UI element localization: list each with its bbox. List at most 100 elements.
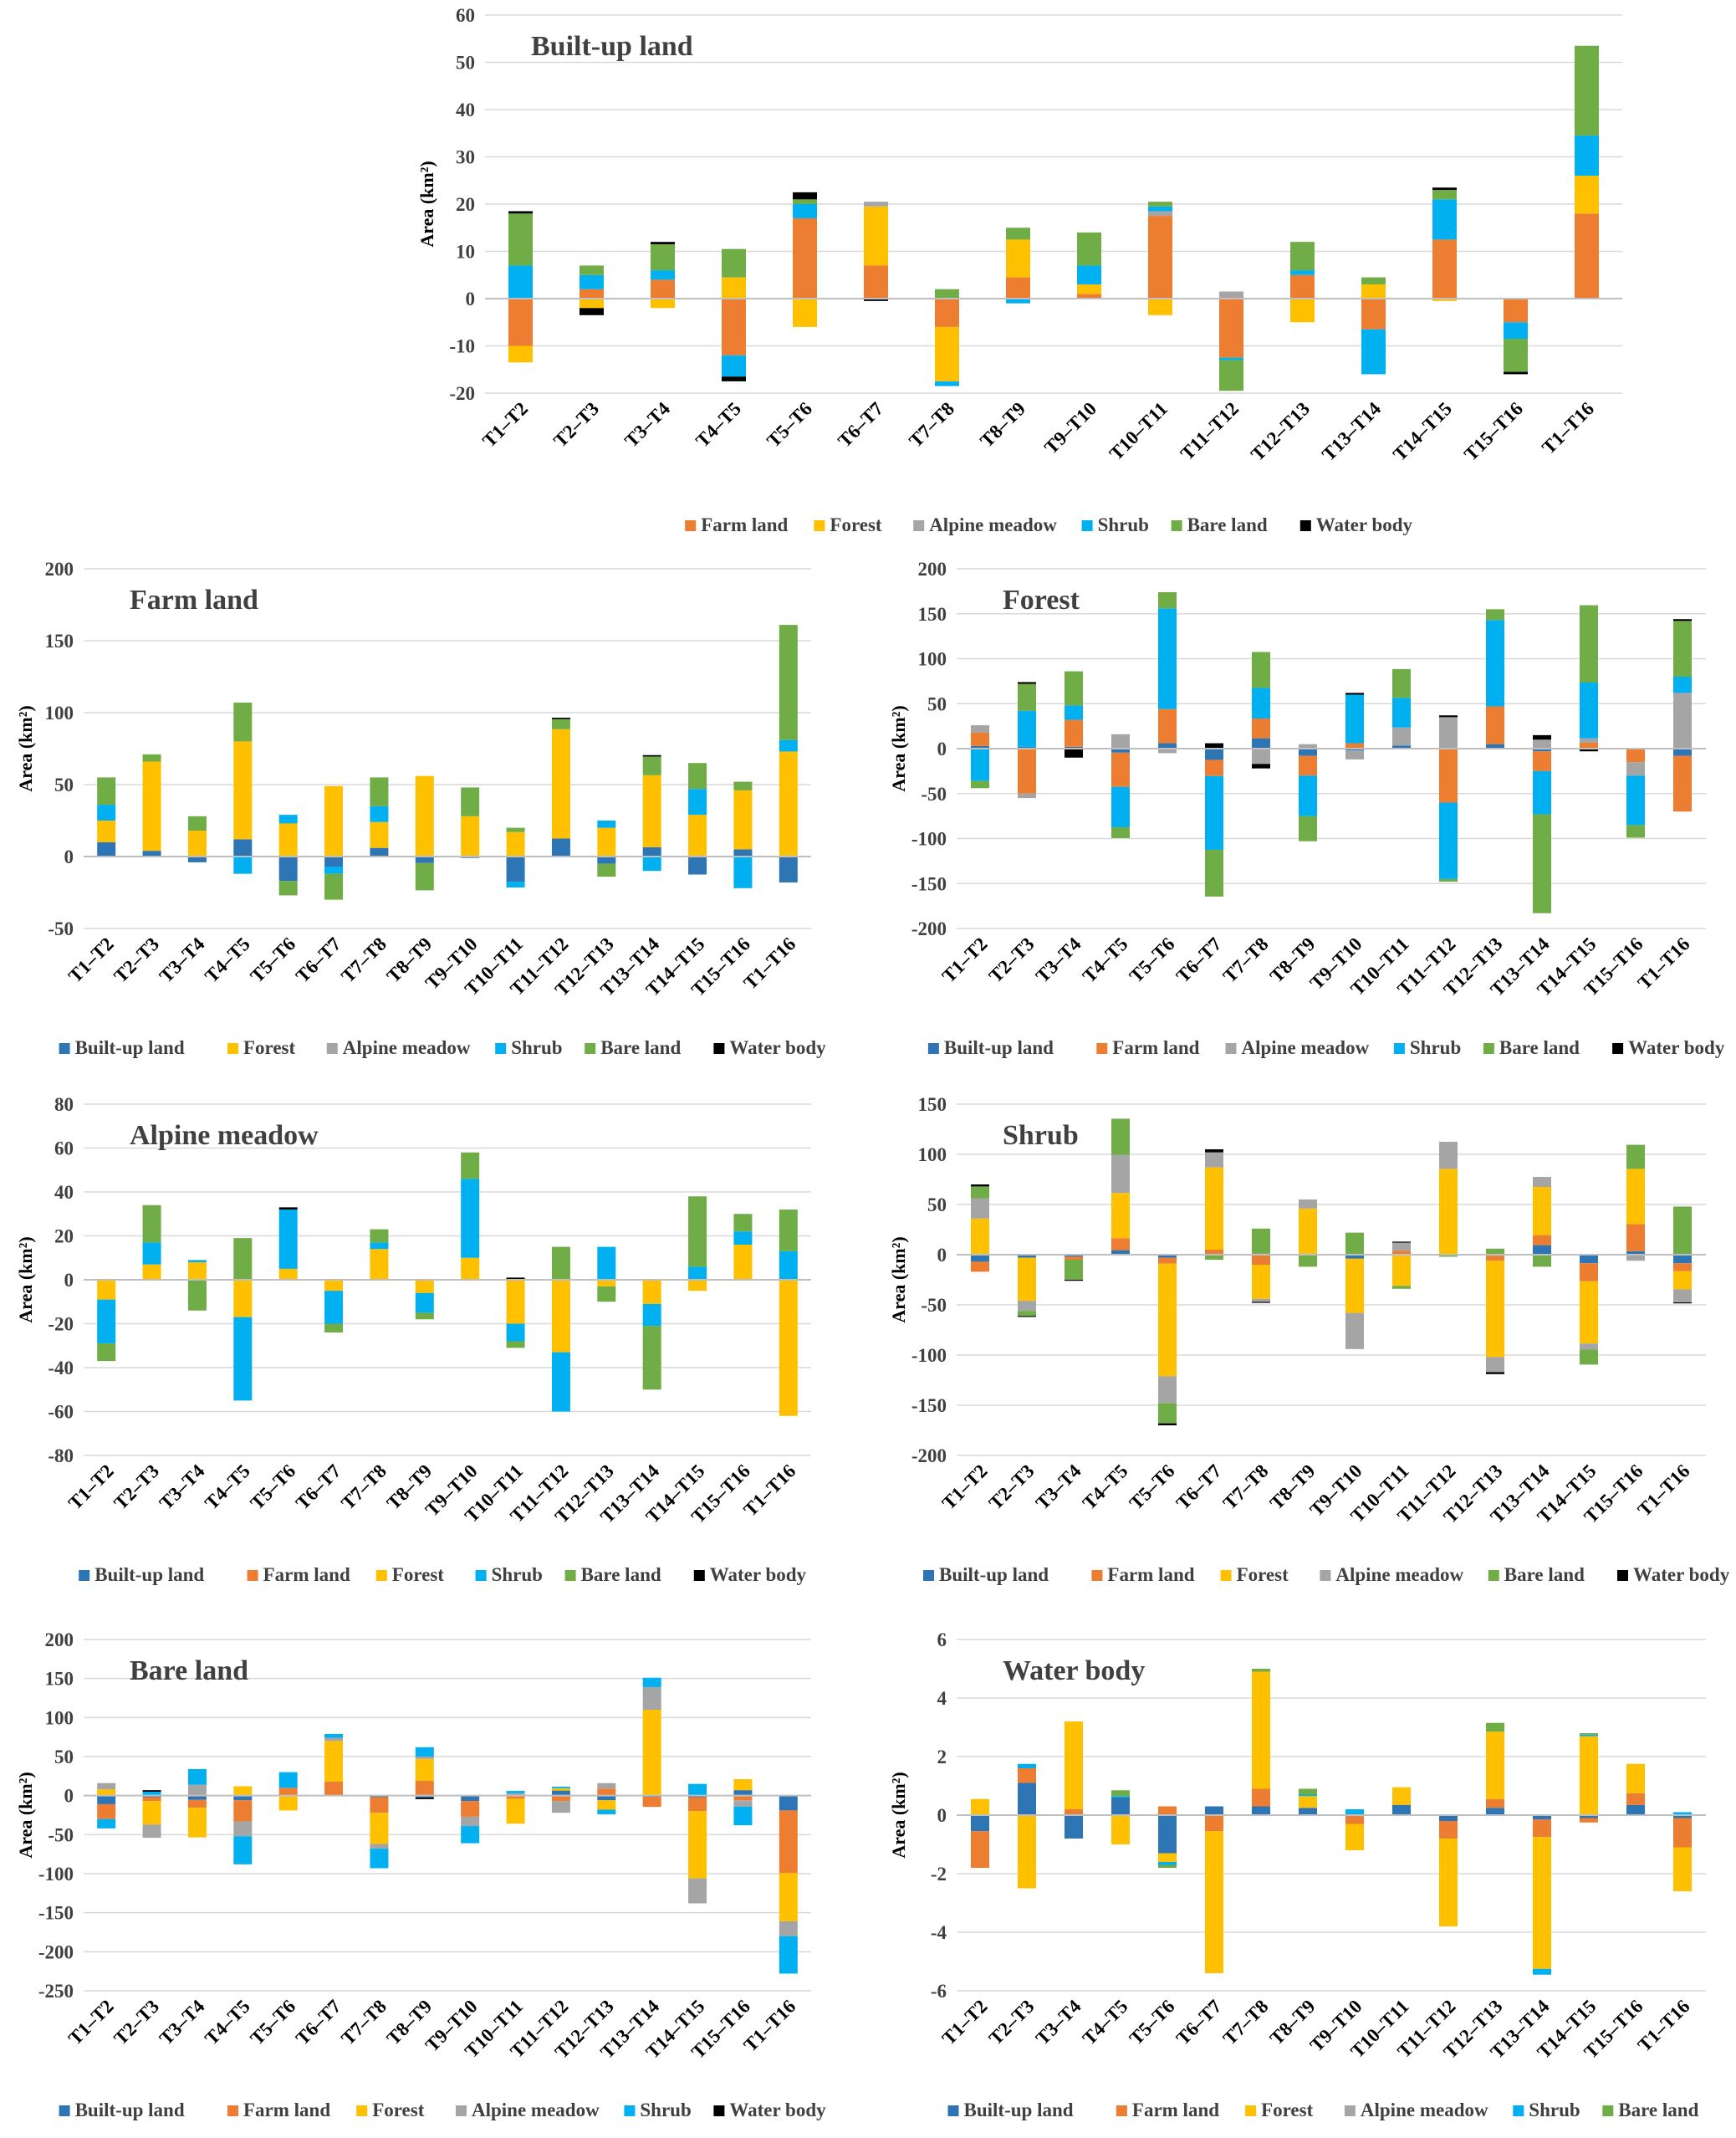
bar-segment-alpine-meadow-t8-t9 (1299, 744, 1317, 749)
bar-segment-forest-t14-t15 (688, 1280, 707, 1291)
legend-swatch-water-body (713, 2105, 725, 2116)
bar-segment-water-body-t6-t7 (864, 299, 888, 301)
bar-segment-forest-t4-t5 (722, 277, 746, 299)
bar-segment-forest-t12-t13 (1290, 299, 1315, 323)
bar-segment-built-up-land-t2-t3 (142, 851, 161, 857)
bar-segment-alpine-meadow-t7-t8 (1252, 749, 1270, 765)
bar-segment-shrub-t8-t9 (1299, 1794, 1317, 1797)
bar-segment-alpine-meadow-t10-t11 (1148, 211, 1172, 217)
bar-segment-water-body-t5-t6 (1158, 1423, 1177, 1425)
legend-label-forest: Forest (243, 1037, 296, 1058)
bar-segment-bare-land-t9-t10 (1077, 232, 1101, 266)
bar-segment-bare-land-t8-t9 (1006, 228, 1030, 240)
chart-svg-alpine-meadow: 806040200-20-40-60-80T1–T2T2–T3T3–T4T4–T… (0, 1087, 836, 1598)
bar-segment-alpine-meadow-t10-t11 (1392, 727, 1411, 746)
bar-segment-forest-t1-t2 (97, 821, 116, 842)
bar-segment-built-up-land-t12-t13 (597, 1795, 616, 1801)
bar-segment-built-up-land-t8-t9 (1299, 749, 1317, 756)
legend-swatch-shrub (1393, 1043, 1405, 1054)
bar-segment-bare-land-t6-t7 (1205, 849, 1223, 897)
bar-segment-water-body-t3-t4 (1065, 749, 1083, 758)
bar-segment-bare-land-t15-t16 (1626, 825, 1645, 838)
legend-label-built-up-land: Built-up land (75, 2100, 185, 2120)
bar-segment-forest-t2-t3 (580, 299, 604, 309)
bar-segment-bare-land-t1-t16 (1673, 1206, 1692, 1255)
y-tick-label-alpine-meadow: 60 (54, 1138, 74, 1159)
bar-segment-forest-t1-t2 (508, 345, 533, 363)
bar-segment-farm-land-t12-t13 (1486, 1256, 1504, 1261)
y-tick-label-built-up-land: 20 (456, 194, 475, 215)
bar-segment-forest-t14-t15 (1580, 1281, 1598, 1344)
bar-segment-forest-t7-t8 (1252, 1265, 1270, 1299)
y-tick-label-shrub: 0 (937, 1245, 947, 1266)
bar-segment-shrub-t1-t2 (971, 749, 989, 781)
bar-segment-built-up-land-t1-t16 (779, 1795, 798, 1811)
legend-swatch-water-body (1617, 1570, 1628, 1581)
bar-segment-shrub-t13-t14 (1533, 770, 1551, 815)
bar-segment-farm-land-t1-t16 (1673, 755, 1692, 812)
bar-segment-forest-t2-t3 (1018, 1257, 1036, 1302)
bar-segment-built-up-land-t1-t2 (971, 1255, 989, 1262)
bar-segment-forest-t8-t9 (415, 775, 434, 857)
bar-segment-bare-land-t7-t8 (1252, 1669, 1270, 1672)
bar-segment-farm-land-t1-t16 (779, 1810, 798, 1874)
bar-segment-built-up-land-t9-t10 (461, 1795, 480, 1802)
bar-segment-shrub-t1-t2 (97, 1818, 116, 1829)
bar-segment-forest-t5-t6 (278, 1268, 298, 1280)
bar-segment-built-up-land-t7-t8 (1252, 738, 1270, 749)
bar-segment-alpine-meadow-t1-t16 (779, 1921, 798, 1936)
bar-segment-water-body-t13-t14 (642, 754, 661, 757)
legend-swatch-bare-land (1602, 2105, 1614, 2116)
legend-swatch-farm-land (1096, 1043, 1108, 1054)
legend-swatch-water-body (1299, 520, 1311, 531)
bar-segment-alpine-meadow-t4-t5 (1111, 1154, 1130, 1194)
bar-segment-bare-land-t15-t16 (733, 781, 753, 790)
legend-label-shrub: Shrub (1410, 1037, 1461, 1058)
bar-segment-shrub-t3-t4 (651, 270, 675, 280)
bar-segment-forest-t13-t14 (1361, 284, 1386, 299)
bar-segment-forest-t1-t2 (97, 1280, 116, 1300)
bar-segment-bare-land-t15-t16 (1504, 339, 1528, 372)
bar-segment-water-body-t5-t6 (278, 1207, 298, 1210)
bar-segment-bare-land-t1-t2 (971, 780, 989, 789)
bar-segment-bare-land-t13-t14 (1361, 277, 1386, 285)
bar-segment-bare-land-t4-t5 (1111, 1790, 1130, 1797)
bar-segment-built-up-land-t5-t6 (1158, 1815, 1177, 1854)
bar-segment-shrub-t14-t15 (688, 789, 707, 816)
bar-segment-shrub-t14-t15 (1432, 199, 1457, 240)
bar-segment-built-up-land-t3-t4 (1065, 1815, 1083, 1839)
bar-segment-forest-t5-t6 (793, 299, 817, 327)
y-tick-label-water-body: 2 (937, 1747, 947, 1767)
bar-segment-shrub-t4-t5 (233, 1836, 253, 1864)
bar-segment-farm-land-t13-t14 (1533, 751, 1551, 771)
bar-segment-shrub-t12-t13 (597, 821, 616, 828)
bar-segment-built-up-land-t13-t14 (1533, 749, 1551, 752)
chart-built-up-land: 60 50 40 30 20 10 0 -10 -20 T1–T2 T2–T3 T3–T4 T4–T5 T… (416, 5, 1622, 535)
y-tick-label-water-body: -6 (931, 1981, 947, 2002)
bar-segment-bare-land-t5-t6 (1158, 1864, 1177, 1868)
bar-segment-forest-t4-t5 (1111, 1193, 1130, 1239)
bar-segment-bare-land-t1-t2 (97, 1343, 116, 1362)
bar-segment-forest-t7-t8 (935, 326, 959, 381)
bar-segment-alpine-meadow-t7-t8 (370, 1844, 389, 1849)
y-tick-label-built-up-land: -20 (449, 383, 475, 404)
bar-segment-built-up-land-t4-t5 (1111, 1798, 1130, 1815)
bar-segment-shrub-t7-t8 (370, 1849, 389, 1869)
bar-segment-bare-land-t3-t4 (187, 1280, 207, 1311)
chart-title-built-up-land: Built-up land (531, 31, 693, 62)
bar-segment-bare-land-t3-t4 (1065, 671, 1083, 706)
bar-segment-farm-land-t6-t7 (1205, 1250, 1223, 1255)
bar-segment-shrub-t2-t3 (142, 1242, 161, 1265)
chart-title-forest: Forest (1003, 585, 1080, 616)
legend-swatch-alpine-meadow (1225, 1043, 1237, 1054)
bar-segment-shrub-t4-t5 (233, 857, 253, 874)
bar-segment-forest-t1-t16 (779, 1280, 798, 1416)
bar-segment-water-body-t1-t16 (1673, 1302, 1692, 1304)
bar-segment-bare-land-t3-t4 (187, 816, 207, 831)
chart-title-water-body: Water body (1003, 1655, 1145, 1686)
bar-segment-farm-land-t8-t9 (415, 1780, 434, 1796)
bar-segment-shrub-t1-t16 (1673, 677, 1692, 693)
legend-label-built-up-land: Built-up land (944, 1037, 1054, 1058)
bar-segment-alpine-meadow-t9-t10 (461, 1816, 480, 1827)
x-tick-label-t15-t16: T15–T16 (1460, 398, 1527, 465)
